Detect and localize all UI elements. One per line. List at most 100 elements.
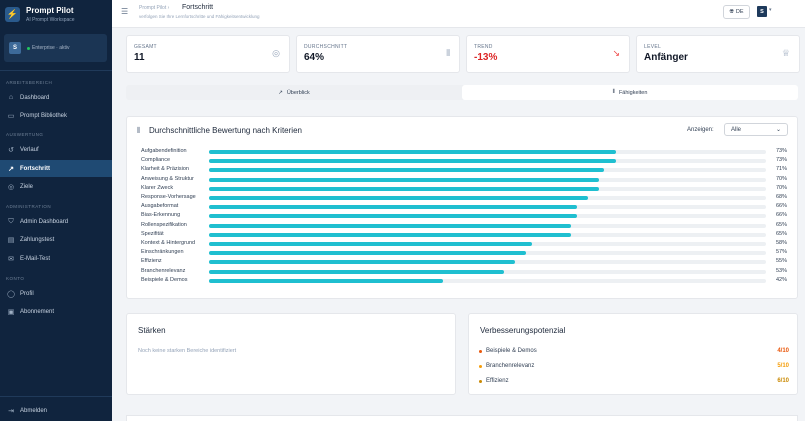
stat-card-total: GESAMT 11 ◎ bbox=[126, 35, 290, 73]
criteria-bar bbox=[209, 168, 605, 173]
strengths-card: Stärken Noch keine starken Bereiche iden… bbox=[126, 313, 456, 395]
bottom-card-edge bbox=[126, 415, 798, 421]
criteria-percent: 55% bbox=[775, 258, 787, 265]
sidebar-item-subscription[interactable]: ▣ Abonnement bbox=[0, 303, 107, 320]
sidebar-item-profile[interactable]: ◯ Profil bbox=[0, 285, 107, 302]
improvement-row: Branchenrelevanz 5/10 bbox=[479, 362, 789, 372]
sidebar-item-prompt-library[interactable]: ▭ Prompt Bibliothek bbox=[0, 107, 107, 124]
sidebar-item-label: Ziele bbox=[20, 183, 34, 190]
criteria-track bbox=[209, 260, 766, 265]
criteria-row: Aufgabendefinition 73% bbox=[127, 147, 799, 156]
bar-chart-icon: ⫴ bbox=[446, 48, 450, 58]
strengths-title: Stärken bbox=[138, 326, 166, 335]
criteria-track bbox=[209, 269, 766, 274]
criteria-track bbox=[209, 186, 766, 191]
section-label-workspace: ARBEITSBEREICH bbox=[6, 80, 53, 85]
sidebar-item-payment-test[interactable]: ▤ Zahlungstest bbox=[0, 231, 107, 248]
menu-icon[interactable]: ☰ bbox=[121, 7, 129, 16]
sidebar-item-progress[interactable]: ↗ Fortschritt bbox=[0, 160, 112, 177]
stat-card-average: DURCHSCHNITT 64% ⫴ bbox=[296, 35, 460, 73]
target-icon: ◎ bbox=[7, 183, 15, 191]
criteria-bar bbox=[209, 150, 616, 154]
avatar: S bbox=[9, 42, 21, 54]
criteria-card: ⫴ Durchschnittliche Bewertung nach Krite… bbox=[126, 116, 798, 299]
sidebar-item-admin-dashboard[interactable]: ⛉ Admin Dashboard bbox=[0, 213, 107, 230]
subscription-icon: ▣ bbox=[7, 308, 15, 316]
criteria-bar bbox=[209, 159, 616, 164]
logout-label: Abmelden bbox=[20, 407, 48, 414]
criteria-name: Effizienz bbox=[141, 258, 162, 265]
section-label-admin: ADMINISTRATION bbox=[6, 204, 52, 209]
criteria-track bbox=[209, 159, 766, 164]
criteria-bar bbox=[209, 260, 516, 265]
criteria-track bbox=[209, 205, 766, 210]
improvement-title: Verbesserungspotenzial bbox=[480, 326, 566, 335]
sidebar-item-label: Dashboard bbox=[20, 94, 50, 101]
criteria-percent: 57% bbox=[775, 249, 787, 256]
criteria-row: Response-Vorhersage 68% bbox=[127, 193, 799, 202]
sidebar-item-dashboard[interactable]: ⌂ Dashboard bbox=[0, 89, 107, 106]
criteria-row: Anweisung & Struktur 70% bbox=[127, 175, 799, 184]
folder-icon: ▭ bbox=[7, 112, 15, 120]
criteria-bar bbox=[209, 186, 599, 191]
criteria-percent: 73% bbox=[775, 157, 787, 164]
criteria-percent: 70% bbox=[775, 175, 787, 182]
criteria-track bbox=[209, 223, 766, 228]
breadcrumb-parent[interactable]: Prompt Pilot › bbox=[139, 5, 170, 11]
language-button[interactable]: 🌐︎ DE bbox=[723, 5, 750, 19]
brand[interactable]: ⚡ Prompt Pilot AI Prompt Workspace bbox=[0, 0, 112, 28]
improvement-name: Branchenrelevanz bbox=[486, 363, 535, 369]
criteria-row: Spezifität 65% bbox=[127, 230, 799, 239]
criteria-percent: 53% bbox=[775, 267, 787, 274]
criteria-percent: 65% bbox=[775, 221, 787, 228]
criteria-name: Ausgabeformat bbox=[141, 203, 179, 210]
criteria-name: Kontext & Hintergrund bbox=[141, 240, 196, 246]
user-card[interactable]: S Enterprise · aktiv bbox=[4, 34, 107, 62]
sidebar-item-label: Verlauf bbox=[20, 146, 39, 153]
filter-label: Anzeigen: bbox=[687, 127, 714, 133]
criteria-name: Einschränkungen bbox=[141, 249, 184, 256]
filter-select[interactable]: Alle ⌄ bbox=[724, 123, 788, 136]
tab-overview[interactable]: ↗ Überblick bbox=[126, 85, 462, 100]
stat-value: 11 bbox=[134, 52, 145, 63]
criteria-track bbox=[209, 251, 766, 256]
sidebar-item-history[interactable]: ↺ Verlauf bbox=[0, 141, 107, 158]
criteria-bar bbox=[209, 232, 572, 237]
stat-value: -13% bbox=[474, 52, 498, 63]
criteria-row: Effizienz 55% bbox=[127, 257, 799, 266]
criteria-bar bbox=[209, 196, 588, 200]
sidebar-item-label: Admin Dashboard bbox=[20, 218, 69, 225]
tab-skills[interactable]: ⫴ Fähigkeiten bbox=[462, 85, 798, 100]
trend-up-icon: ↗ bbox=[278, 89, 283, 96]
criteria-percent: 66% bbox=[775, 212, 787, 219]
criteria-bar bbox=[209, 269, 505, 274]
chevron-down-icon: ⌄ bbox=[775, 127, 781, 133]
bullet-dot bbox=[479, 350, 482, 353]
section-label-account: KONTO bbox=[6, 276, 25, 281]
criteria-percent: 70% bbox=[775, 184, 787, 191]
criteria-percent: 71% bbox=[775, 166, 787, 173]
criteria-track bbox=[209, 278, 766, 283]
logout-button[interactable]: ⇥ Abmelden bbox=[0, 402, 107, 419]
tab-label: Fähigkeiten bbox=[618, 89, 648, 96]
improvement-score: 6/10 bbox=[777, 378, 789, 384]
criteria-track bbox=[209, 150, 766, 154]
criteria-percent: 68% bbox=[775, 194, 787, 200]
improvement-row: Effizienz 6/10 bbox=[479, 377, 789, 387]
sidebar-item-goals[interactable]: ◎ Ziele bbox=[0, 178, 107, 195]
criteria-track bbox=[209, 242, 766, 246]
sidebar-item-email-test[interactable]: ✉ E-Mail-Test bbox=[0, 250, 107, 267]
strengths-empty: Noch keine starken Bereiche identifizier… bbox=[138, 348, 237, 354]
criteria-bar bbox=[209, 205, 577, 210]
criteria-row: Einschränkungen 57% bbox=[127, 248, 799, 257]
stat-label: TREND bbox=[474, 44, 493, 50]
app-subtitle: AI Prompt Workspace bbox=[26, 16, 75, 23]
filter-value: Alle bbox=[731, 126, 742, 133]
language-label: DE bbox=[735, 9, 744, 15]
criteria-bar bbox=[209, 223, 572, 228]
chevron-down-icon[interactable]: ▾ bbox=[769, 7, 772, 13]
shield-icon: ⛉ bbox=[8, 217, 14, 225]
improvement-score: 5/10 bbox=[777, 363, 789, 369]
avatar[interactable]: S bbox=[757, 6, 767, 17]
section-label-analysis: AUSWERTUNG bbox=[6, 132, 44, 137]
